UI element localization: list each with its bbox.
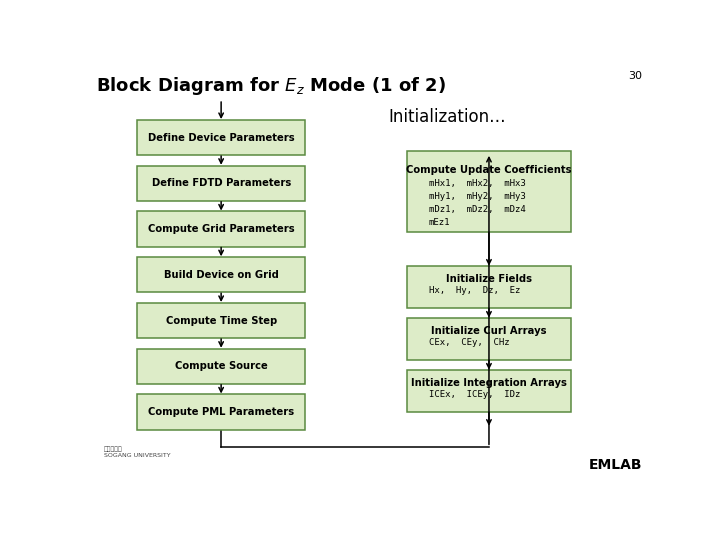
Text: Define Device Parameters: Define Device Parameters xyxy=(148,132,294,143)
FancyBboxPatch shape xyxy=(407,151,571,232)
FancyBboxPatch shape xyxy=(138,120,305,155)
Text: Hx,  Hy,  Dz,  Ez: Hx, Hy, Dz, Ez xyxy=(428,287,520,295)
FancyBboxPatch shape xyxy=(138,303,305,338)
Text: Build Device on Grid: Build Device on Grid xyxy=(163,270,279,280)
Text: Compute Grid Parameters: Compute Grid Parameters xyxy=(148,224,294,234)
Text: Compute Source: Compute Source xyxy=(175,361,268,372)
Text: ICEx,  ICEy,  IDz: ICEx, ICEy, IDz xyxy=(428,390,520,400)
Text: mHx1,  mHx2,  mHx3
mHy1,  mHy2,  mHy3
mDz1,  mDz2,  mDz4
mEz1: mHx1, mHx2, mHx3 mHy1, mHy2, mHy3 mDz1, … xyxy=(428,179,526,227)
Text: Initialization…: Initialization… xyxy=(389,109,506,126)
Text: EMLAB: EMLAB xyxy=(589,458,642,472)
FancyBboxPatch shape xyxy=(407,266,571,308)
FancyBboxPatch shape xyxy=(138,211,305,247)
Text: Initialize Integration Arrays: Initialize Integration Arrays xyxy=(411,378,567,388)
FancyBboxPatch shape xyxy=(138,257,305,293)
Text: Compute Time Step: Compute Time Step xyxy=(166,315,276,326)
FancyBboxPatch shape xyxy=(407,370,571,412)
FancyBboxPatch shape xyxy=(138,394,305,430)
Text: Compute PML Parameters: Compute PML Parameters xyxy=(148,407,294,417)
Text: Initialize Fields: Initialize Fields xyxy=(446,274,532,284)
FancyBboxPatch shape xyxy=(138,349,305,384)
Text: Compute Update Coefficients: Compute Update Coefficients xyxy=(406,165,572,175)
Text: 서강대학교
SOGANG UNIVERSITY: 서강대학교 SOGANG UNIVERSITY xyxy=(104,447,171,458)
Text: Define FDTD Parameters: Define FDTD Parameters xyxy=(151,178,291,188)
Text: CEx,  CEy,  CHz: CEx, CEy, CHz xyxy=(428,339,509,347)
FancyBboxPatch shape xyxy=(407,319,571,360)
FancyBboxPatch shape xyxy=(138,166,305,201)
Text: 30: 30 xyxy=(629,71,642,81)
Text: Block Diagram for $E_z$ Mode (1 of 2): Block Diagram for $E_z$ Mode (1 of 2) xyxy=(96,75,446,97)
Text: Initialize Curl Arrays: Initialize Curl Arrays xyxy=(431,326,546,336)
